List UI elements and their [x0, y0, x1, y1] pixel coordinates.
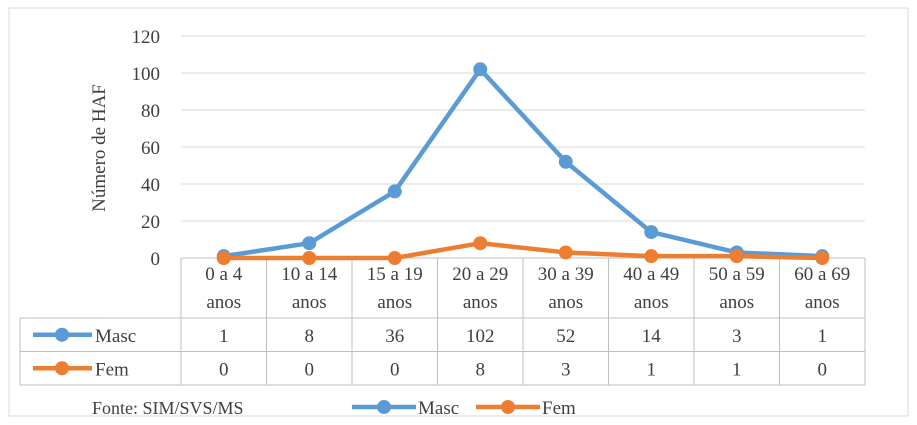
series-lines	[216, 62, 830, 265]
data-table: 0 a 4 anos 10 a 14 anos 15 a 19 anos 20 a 29 an…	[19, 257, 866, 386]
table-value: 1	[732, 359, 742, 380]
gridlines	[181, 35, 865, 222]
table-value: 36	[385, 326, 404, 347]
table-value: 0	[818, 359, 828, 380]
row-legend-marker	[55, 327, 69, 342]
category-label: 20 a 29	[452, 264, 508, 285]
table-value: 3	[732, 326, 742, 347]
y-tick-label: 80	[141, 101, 160, 122]
table-value: 0	[219, 359, 229, 380]
category-label: anos	[634, 292, 669, 313]
category-label: 30 a 39	[538, 264, 594, 285]
row-series-name: Fem	[95, 359, 129, 380]
data-point	[302, 236, 317, 251]
y-tick-label: 0	[151, 249, 161, 270]
series-line-masc	[223, 67, 823, 259]
category-label: anos	[805, 292, 840, 313]
chart-frame	[8, 7, 909, 417]
table-value: 102	[466, 326, 495, 347]
category-label: anos	[463, 292, 498, 313]
y-tick-label: 120	[132, 27, 161, 48]
category-label: 0 a 4	[205, 264, 242, 285]
category-label: anos	[377, 292, 412, 313]
y-tick-label: 60	[141, 138, 160, 159]
table-value: 3	[561, 359, 571, 380]
table-value: 8	[305, 326, 315, 347]
table-value: 52	[556, 326, 575, 347]
data-point	[815, 251, 830, 265]
y-axis-label: Número de HAF	[89, 84, 110, 212]
legend-marker	[501, 400, 515, 414]
table-value: 1	[818, 326, 828, 347]
data-point	[473, 62, 488, 77]
category-label: 50 a 59	[709, 264, 765, 285]
source-note: Fonte: SIM/SVS/MS	[92, 398, 244, 418]
data-point	[644, 225, 659, 240]
data-point	[473, 236, 488, 251]
row-series-name: Masc	[95, 326, 136, 347]
category-label: 40 a 49	[623, 264, 679, 285]
y-tick-label: 100	[132, 64, 161, 85]
y-tick-label: 40	[141, 175, 160, 196]
table-value: 14	[642, 326, 662, 347]
legend: Masc Fem	[352, 398, 576, 419]
data-point	[387, 184, 402, 199]
y-axis-ticks: 0 20 40 60 80 100 120	[132, 27, 161, 270]
category-label: 10 a 14	[281, 264, 337, 285]
table-value: 0	[305, 359, 315, 380]
category-label: anos	[206, 292, 241, 313]
data-point	[729, 249, 744, 264]
table-value: 0	[390, 359, 400, 380]
category-label: anos	[719, 292, 754, 313]
y-tick-label: 20	[141, 212, 160, 233]
category-label: 60 a 69	[794, 264, 850, 285]
data-point	[644, 249, 659, 264]
table-value: 8	[476, 359, 486, 380]
legend-label: Fem	[542, 398, 576, 419]
category-label: anos	[292, 292, 327, 313]
category-label: 15 a 19	[367, 264, 423, 285]
row-legend-marker	[55, 361, 69, 376]
legend-label: Masc	[418, 398, 459, 419]
table-value: 1	[219, 326, 229, 347]
data-point	[387, 251, 402, 265]
series-line-fem	[223, 240, 823, 261]
data-point	[216, 251, 231, 265]
category-label: anos	[548, 292, 583, 313]
data-point	[302, 251, 317, 265]
table-value: 1	[647, 359, 657, 380]
data-point	[558, 245, 573, 260]
data-point	[558, 154, 573, 169]
legend-marker	[377, 400, 391, 414]
